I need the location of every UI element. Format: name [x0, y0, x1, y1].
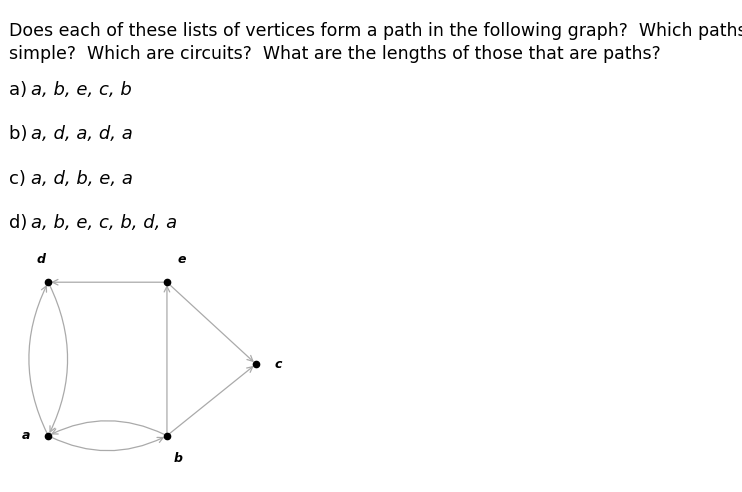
Text: c: c: [275, 358, 282, 370]
Text: a, b, e, c, b: a, b, e, c, b: [31, 81, 132, 99]
Text: c): c): [9, 170, 31, 188]
Text: Does each of these lists of vertices form a path in the following graph?  Which : Does each of these lists of vertices for…: [9, 22, 742, 40]
Text: d): d): [9, 214, 33, 232]
Text: a: a: [22, 429, 30, 442]
Text: e: e: [177, 253, 186, 266]
Text: a, d, a, d, a: a, d, a, d, a: [31, 125, 133, 144]
Text: a): a): [9, 81, 33, 99]
Text: a, d, b, e, a: a, d, b, e, a: [31, 170, 133, 188]
Text: b: b: [174, 452, 183, 465]
Text: d: d: [36, 253, 45, 266]
Text: b): b): [9, 125, 33, 144]
Text: a, b, e, c, b, d, a: a, b, e, c, b, d, a: [31, 214, 177, 232]
Text: simple?  Which are circuits?  What are the lengths of those that are paths?: simple? Which are circuits? What are the…: [9, 45, 660, 63]
